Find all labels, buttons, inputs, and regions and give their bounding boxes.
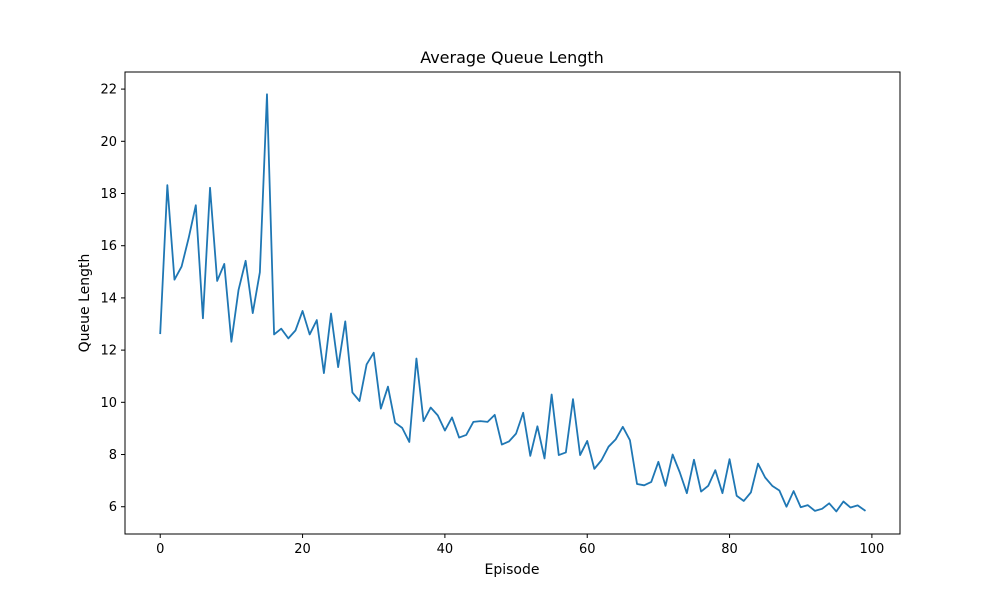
y-tick-label: 22 (100, 83, 117, 98)
y-tick-label: 12 (100, 344, 117, 359)
x-axis-label: Episode (485, 562, 540, 578)
x-tick-label: 60 (579, 542, 596, 557)
y-tick-label: 8 (109, 448, 117, 463)
x-tick-label: 40 (437, 542, 454, 557)
y-axis: 6 8 10 12 14 16 18 20 22 (100, 83, 125, 515)
x-tick-label: 100 (859, 542, 884, 557)
y-tick-label: 20 (100, 135, 117, 150)
chart-title: Average Queue Length (420, 48, 604, 67)
y-tick-label: 14 (100, 291, 117, 306)
x-tick-label: 20 (294, 542, 311, 557)
queue-length-line (159, 93, 867, 513)
y-tick-label: 16 (100, 239, 117, 254)
x-tick-label: 80 (721, 542, 738, 557)
plot-frame (124, 71, 901, 535)
y-axis-label: Queue Length (77, 254, 93, 353)
y-tick-label: 18 (100, 187, 117, 202)
y-tick-label: 10 (100, 396, 117, 411)
y-tick-label: 6 (109, 500, 117, 515)
x-tick-label: 0 (156, 542, 164, 557)
x-axis: 0 20 40 60 80 100 (156, 534, 884, 557)
